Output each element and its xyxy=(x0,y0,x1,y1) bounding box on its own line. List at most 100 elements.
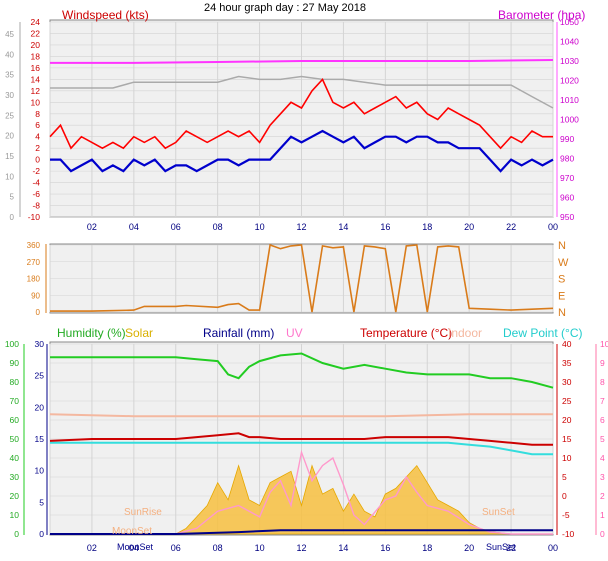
legend-solar: Solar xyxy=(125,326,153,340)
wind-x-tick-label: 20 xyxy=(464,222,474,232)
wind-x-tick-label: 14 xyxy=(338,222,348,232)
temp-tick-label: 5 xyxy=(562,472,567,482)
baro-tick-label: 980 xyxy=(560,154,574,164)
direction-tick-label: 270 xyxy=(27,258,41,267)
uv-tick-label: 3 xyxy=(600,472,605,482)
legend-dewpoint: Dew Point (°C) xyxy=(503,326,582,340)
temp-tick-label: 30 xyxy=(562,377,572,387)
humidity-tick-label: 60 xyxy=(10,415,20,425)
wind-outer-tick-label: 25 xyxy=(5,111,14,120)
temp-tick-label: -10 xyxy=(562,529,575,539)
wind-x-tick-label: 06 xyxy=(171,222,181,232)
direction-tick-label: 90 xyxy=(31,291,40,300)
temp-x-tick-label: 16 xyxy=(380,543,390,553)
wind-x-tick-label: 10 xyxy=(255,222,265,232)
wind-outer-tick-label: 20 xyxy=(5,132,14,141)
wind-gust-line xyxy=(49,77,553,150)
wind-tick-label: 16 xyxy=(31,63,41,73)
wind-tick-label: -10 xyxy=(28,212,41,222)
humidity-tick-label: 30 xyxy=(10,472,20,482)
wind-x-tick-label: 12 xyxy=(296,222,306,232)
humidity-tick-label: 40 xyxy=(10,453,20,463)
wind-tick-label: 12 xyxy=(31,86,41,96)
wind-tick-label: 6 xyxy=(35,120,40,130)
legend-humidity: Humidity (%) xyxy=(57,326,126,340)
wind-tick-label: 0 xyxy=(35,155,40,165)
temp-x-tick-label: 18 xyxy=(422,543,432,553)
direction-tick-label: 180 xyxy=(27,275,41,284)
legend-temperature: Temperature (°C) xyxy=(360,326,452,340)
wind-direction-line xyxy=(50,243,554,313)
wind-tick-label: 20 xyxy=(31,40,41,50)
temp-tick-label: 35 xyxy=(562,358,572,368)
temp-x-tick-label: 12 xyxy=(296,543,306,553)
bottom-moonset-label: MoonSet xyxy=(117,542,154,552)
temp-x-tick-label: 04 xyxy=(129,543,139,553)
uv-tick-label: 2 xyxy=(600,491,605,501)
wind-tick-label: -6 xyxy=(32,189,40,199)
temp-x-tick-label: 08 xyxy=(213,543,223,553)
rainfall-tick-label: 30 xyxy=(35,339,45,349)
humidity-line xyxy=(50,352,554,389)
barometer-line xyxy=(50,59,554,64)
temp-tick-label: 25 xyxy=(562,396,572,406)
humidity-tick-label: 20 xyxy=(10,491,20,501)
bottom-sunset-label: SunSet xyxy=(486,542,516,552)
baro-tick-label: 950 xyxy=(560,212,574,222)
temp-tick-label: 0 xyxy=(562,491,567,501)
sunrise-label: SunRise xyxy=(124,507,162,518)
uv-tick-label: 7 xyxy=(600,396,605,406)
direction-tick-label: 360 xyxy=(27,241,41,250)
rainfall-tick-label: 20 xyxy=(35,402,45,412)
baro-axis-label: Barometer (hpa) xyxy=(498,8,585,22)
compass-label: N xyxy=(558,307,566,319)
rainfall-tick-label: 15 xyxy=(35,434,45,444)
temp-x-tick-label: 20 xyxy=(464,543,474,553)
baro-tick-label: 1010 xyxy=(560,95,579,105)
wind-grey-line xyxy=(50,75,554,109)
baro-tick-label: 1030 xyxy=(560,56,579,66)
wind-tick-label: 2 xyxy=(35,143,40,153)
humidity-tick-label: 100 xyxy=(5,339,19,349)
wind-tick-label: 18 xyxy=(31,51,41,61)
uv-line xyxy=(50,449,553,535)
uv-tick-label: 8 xyxy=(600,377,605,387)
sunset-label: SunSet xyxy=(482,507,515,518)
uv-tick-label: 5 xyxy=(600,434,605,444)
temp-x-tick-label: 22 xyxy=(506,543,516,553)
humidity-tick-label: 10 xyxy=(10,510,20,520)
baro-tick-label: 990 xyxy=(560,134,574,144)
baro-tick-label: 1040 xyxy=(560,37,579,47)
wind-tick-label: 4 xyxy=(35,132,40,142)
compass-label: S xyxy=(558,274,565,286)
moonset-label: MoonSet xyxy=(112,526,152,537)
wind-x-tick-label: 08 xyxy=(213,222,223,232)
uv-tick-label: 9 xyxy=(600,358,605,368)
wind-tick-label: -2 xyxy=(32,166,40,176)
wind-outer-tick-label: 30 xyxy=(5,91,14,100)
wind-outer-tick-label: 10 xyxy=(5,172,14,181)
wind-tick-label: 10 xyxy=(31,97,41,107)
wind-tick-label: 14 xyxy=(31,74,41,84)
humidity-tick-label: 0 xyxy=(14,529,19,539)
wind-outer-tick-label: 35 xyxy=(5,71,14,80)
wind-outer-tick-label: 45 xyxy=(5,30,14,39)
wind-x-tick-label: 02 xyxy=(87,222,97,232)
temperature-line xyxy=(49,432,553,446)
compass-label: N xyxy=(558,240,566,252)
rainfall-tick-label: 25 xyxy=(35,371,45,381)
temp-tick-label: -5 xyxy=(562,510,570,520)
legend-indoor: Indoor xyxy=(448,326,482,340)
legend-uv: UV xyxy=(286,326,303,340)
uv-tick-label: 6 xyxy=(600,415,605,425)
wind-x-tick-label: 22 xyxy=(506,222,516,232)
indoor-line xyxy=(49,413,553,418)
baro-tick-label: 1050 xyxy=(560,17,579,27)
humidity-tick-label: 70 xyxy=(10,396,20,406)
humidity-tick-label: 80 xyxy=(10,377,20,387)
humidity-tick-label: 90 xyxy=(10,358,20,368)
baro-tick-label: 1020 xyxy=(560,76,579,86)
legend-rainfall: Rainfall (mm) xyxy=(203,326,274,340)
wind-tick-label: 24 xyxy=(31,17,41,27)
